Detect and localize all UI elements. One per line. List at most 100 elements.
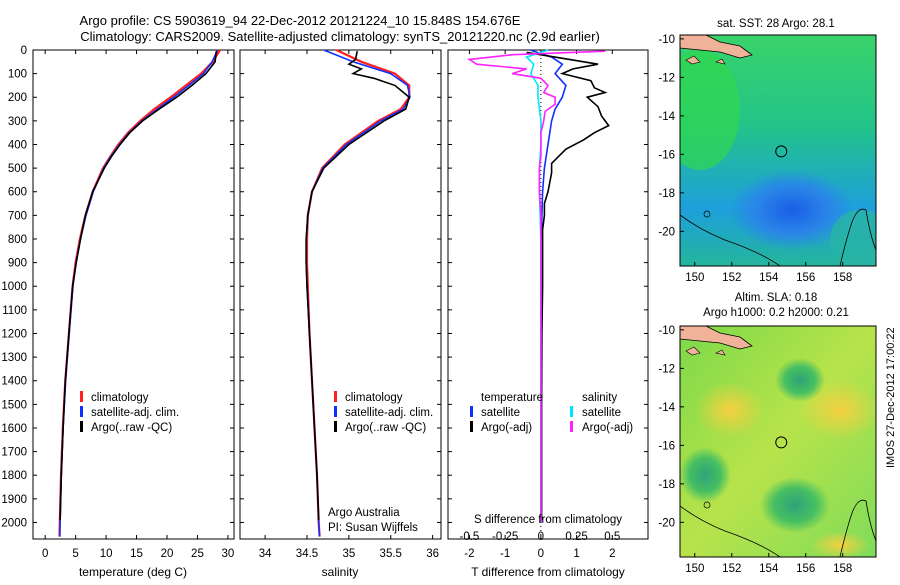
legend-heading-salinity: salinity: [582, 392, 617, 404]
sst-islands: [685, 55, 726, 65]
sst-argo-position-marker: [775, 145, 788, 158]
sst-cool-eddy: [730, 170, 854, 250]
legend-label-satellite: satellite-adj. clim.: [345, 407, 433, 419]
temperature-axes-frame: [32, 49, 235, 540]
temperature-legend: climatology satellite-adj. clim. Argo(..…: [80, 391, 179, 434]
t-difference-label: T difference from climatology: [471, 565, 625, 579]
depth-tick-label: 1900: [1, 494, 27, 506]
series-line-salinity-satellite: [525, 49, 549, 523]
x-tick-label: 34.5: [296, 548, 318, 560]
temperature-panel: 0100200300400500600700800900100011001200…: [1, 45, 648, 579]
x-tick-label: 35: [342, 548, 355, 560]
series-line-temperature-satellite: [529, 49, 567, 523]
legend-swatch-sal-argo: [570, 421, 573, 432]
sst-coastline-png: [680, 35, 753, 59]
x-tick-label: 34: [259, 548, 272, 560]
legend-label-argo: Argo(..raw -QC): [345, 422, 426, 434]
map-x-tick-label: 150: [685, 563, 704, 575]
map-y-tick-label: -16: [658, 149, 675, 161]
depth-tick-label: 400: [8, 139, 27, 151]
x-tick-label: -1: [500, 548, 510, 560]
map-y-tick-label: -20: [658, 226, 675, 238]
sst-map-axes: 150 152 154 156 158 -10 -12 -14 -16 -18 -20: [658, 34, 852, 284]
sla-map-title: Altim. SLA: 0.18: [735, 292, 817, 304]
salinity-panel: 34 34.5 35 35.5 36 salinity climatology sate…: [239, 49, 442, 579]
x-tick-label: 10: [100, 548, 113, 560]
difference-legend: temperature satellite Argo(-adj) salinit…: [470, 392, 633, 434]
series-line-salinity-argo-adj: [467, 50, 606, 523]
legend-swatch-climatology: [334, 391, 337, 402]
map-x-tick-label: 158: [833, 272, 852, 284]
series-line-climatology: [305, 49, 411, 537]
map-y-tick-label: -18: [658, 188, 675, 200]
salinity-x-axis: 34 34.5 35 35.5 36: [259, 50, 439, 560]
series-line-argo-raw-qc: [305, 51, 411, 521]
depth-tick-label: 1500: [1, 399, 27, 411]
s-diff-tick-label: -0.5: [460, 531, 480, 543]
x-tick-label: 5: [72, 548, 78, 560]
sla-map-axes: 150 152 154 156 158 -10 -12 -14 -16 -18 -20: [658, 325, 852, 575]
depth-tick-label: 800: [8, 234, 27, 246]
map-y-tick-label: -12: [658, 72, 675, 84]
sla-negative-anomaly-west: [680, 447, 731, 503]
salinity-axes-frame: [239, 49, 442, 540]
series-line-satellite-adj-clim: [59, 49, 219, 537]
map-x-tick-label: 154: [759, 272, 779, 284]
temperature-series: [58, 49, 221, 537]
s-diff-tick-label: 0.5: [604, 531, 620, 543]
map-y-tick-label: -14: [658, 111, 675, 123]
sla-positive-anomaly-south: [810, 531, 870, 557]
depth-tick-label: 200: [8, 92, 27, 104]
sst-map-frame: [679, 34, 877, 267]
sla-islands: [685, 346, 726, 356]
depth-tick-label: 1200: [1, 328, 27, 340]
difference-x-axis: -2 -1 0 1 2 -0.5 -0.25 0 0.25 0.5: [460, 50, 620, 560]
s-diff-tick-label: -0.25: [492, 531, 518, 543]
depth-tick-label: 1600: [1, 423, 27, 435]
map-y-tick-label: -18: [658, 479, 675, 491]
depth-tick-label: 1700: [1, 447, 27, 459]
x-tick-label: 35.5: [380, 548, 402, 560]
legend-label-sal-argo: Argo(-adj): [582, 422, 633, 434]
legend-swatch-argo: [80, 421, 83, 432]
map-y-tick-label: -14: [658, 402, 675, 414]
series-line-argo-raw-qc: [59, 51, 218, 521]
legend-swatch-sal-satellite: [570, 406, 573, 417]
annotation-argo-australia: Argo Australia: [328, 507, 400, 519]
difference-axes-frame: [447, 49, 649, 540]
sla-coastline-png: [680, 326, 753, 350]
map-x-tick-label: 150: [685, 272, 704, 284]
difference-panel: -2 -1 0 1 2 -0.5 -0.25 0 0.25 0.5 S difference fr…: [447, 49, 649, 579]
legend-heading-temperature: temperature: [481, 392, 543, 404]
map-y-tick-label: -10: [658, 325, 675, 337]
map-y-tick-label: -10: [658, 34, 675, 46]
s-diff-tick-label: 0.25: [565, 531, 587, 543]
salinity-legend: climatology satellite-adj. clim. Argo(..…: [334, 391, 433, 434]
map-x-tick-label: 152: [722, 563, 741, 575]
temperature-axis-label: temperature (deg C): [79, 565, 187, 579]
x-tick-label: 15: [130, 548, 143, 560]
sla-positive-anomaly-west: [695, 382, 765, 438]
depth-axis: 0 100 200 300 400 500 600 700 800 900 1000 1100 1200…: [1, 45, 648, 529]
depth-tick-label: 300: [8, 116, 27, 128]
depth-tick-label: 1100: [2, 305, 27, 317]
s-diff-tick-label: 0: [538, 531, 544, 543]
depth-tick-label: 1300: [1, 352, 27, 364]
legend-label-temp-satellite: satellite: [481, 407, 520, 419]
legend-label-satellite: satellite-adj. clim.: [91, 407, 179, 419]
legend-label-sal-satellite: satellite: [582, 407, 621, 419]
legend-label-climatology: climatology: [345, 392, 403, 404]
depth-tick-label: 900: [8, 258, 27, 270]
legend-swatch-temp-argo: [470, 421, 473, 432]
map-x-tick-label: 154: [759, 563, 779, 575]
map-x-tick-label: 156: [796, 563, 815, 575]
x-tick-label: 1: [573, 548, 579, 560]
salinity-axis-label: salinity: [322, 565, 359, 579]
legend-label-argo: Argo(..raw -QC): [91, 422, 172, 434]
legend-label-climatology: climatology: [91, 392, 149, 404]
sla-positive-anomaly-east: [800, 380, 876, 440]
sla-map-field: [680, 326, 876, 557]
legend-swatch-temp-satellite: [470, 406, 473, 417]
series-line-satellite-adj-clim: [305, 49, 411, 537]
imos-timestamp-label: IMOS 27-Dec-2012 17:00:22: [885, 327, 897, 468]
